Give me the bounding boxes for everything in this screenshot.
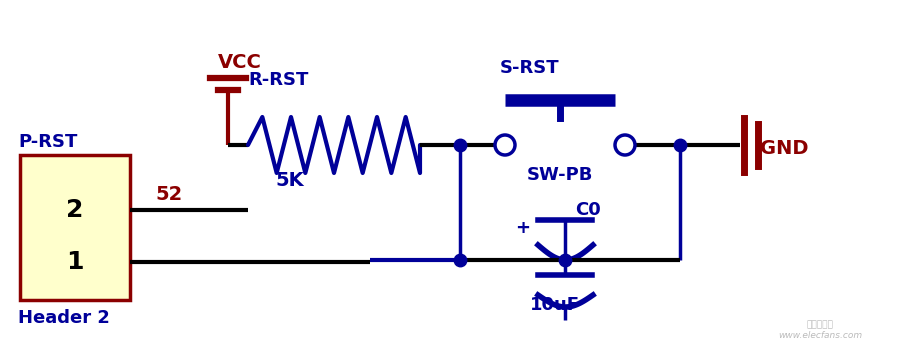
Text: R-RST: R-RST (248, 71, 308, 89)
Text: 2: 2 (66, 198, 84, 222)
Text: SW-PB: SW-PB (527, 166, 593, 184)
Text: 5K: 5K (276, 171, 304, 189)
Text: 电子发烧友
www.elecfans.com: 电子发烧友 www.elecfans.com (777, 320, 861, 340)
Text: 52: 52 (154, 184, 182, 204)
FancyBboxPatch shape (20, 155, 130, 300)
Text: Header 2: Header 2 (18, 309, 109, 327)
Text: VCC: VCC (218, 52, 262, 72)
Text: S-RST: S-RST (500, 59, 559, 77)
Text: GND: GND (759, 138, 808, 157)
Text: +: + (515, 219, 530, 237)
Text: C0: C0 (574, 201, 600, 219)
Text: 1: 1 (66, 250, 84, 274)
Text: P-RST: P-RST (18, 133, 77, 151)
Text: 10uF: 10uF (529, 296, 579, 314)
